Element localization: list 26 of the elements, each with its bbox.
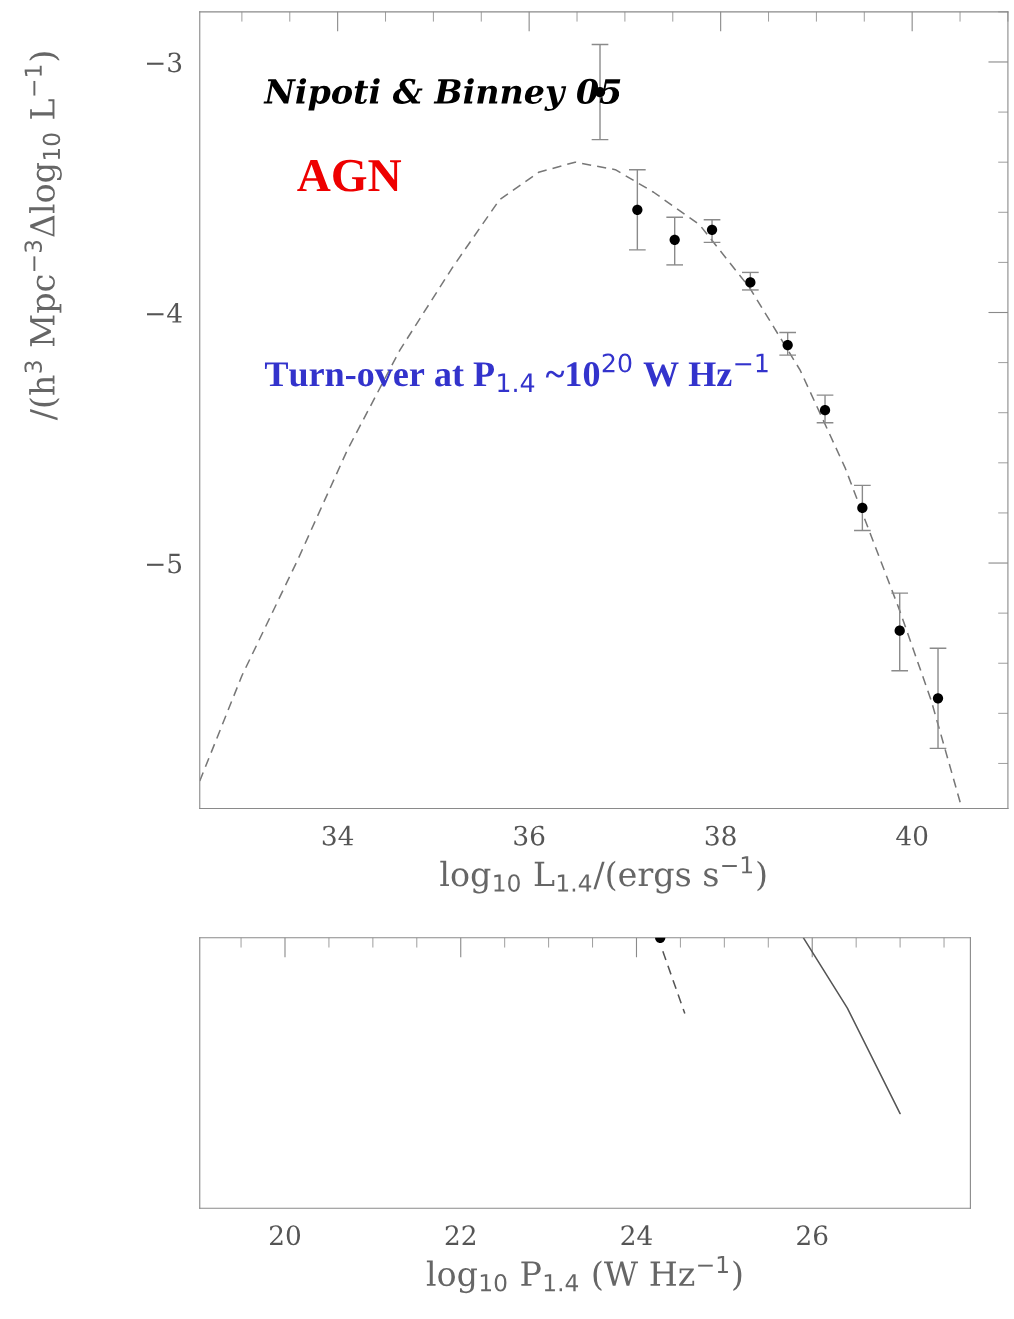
x-tick-label: 26 — [797, 1225, 828, 1246]
x-tick-label: 40 — [896, 825, 928, 846]
point — [932, 693, 944, 704]
point — [745, 277, 756, 288]
y-tick-label: −4 — [146, 302, 182, 323]
y-tick-label: −5 — [146, 553, 182, 574]
point — [782, 339, 793, 351]
annotation: Nipoti & Binney 05 — [263, 78, 621, 111]
point — [632, 204, 643, 215]
annotation: Turn-over at P$_{1.4}$ ~10$^{20}$ W Hz$^{−1}$ — [264, 353, 768, 392]
x-tick-label: 20 — [269, 1225, 301, 1246]
y-tick-label: −3 — [146, 52, 182, 73]
annotation: AGN — [297, 159, 402, 192]
point — [894, 625, 905, 636]
x-axis-title: log$_{10}$ L$_{1.4}$/(ergs s$^{−1}$) — [440, 856, 766, 894]
x-tick-label: 24 — [621, 1225, 652, 1245]
x-tick-label: 38 — [705, 825, 736, 846]
point — [706, 224, 718, 235]
point — [857, 502, 868, 514]
x-axis-title: log$_{10}$ P$_{1.4}$ (W Hz$^{−1}$) — [426, 1255, 742, 1294]
text: /(h$^{3}$ Mpc$^{−3}$Δlog$_{10}$ L$^{−1}$) — [24, 52, 62, 421]
point — [819, 405, 831, 416]
x-tick-label: 22 — [445, 1225, 475, 1245]
x-tick-label: 36 — [514, 825, 545, 846]
x-tick-label: 34 — [322, 825, 354, 846]
point — [669, 234, 680, 245]
